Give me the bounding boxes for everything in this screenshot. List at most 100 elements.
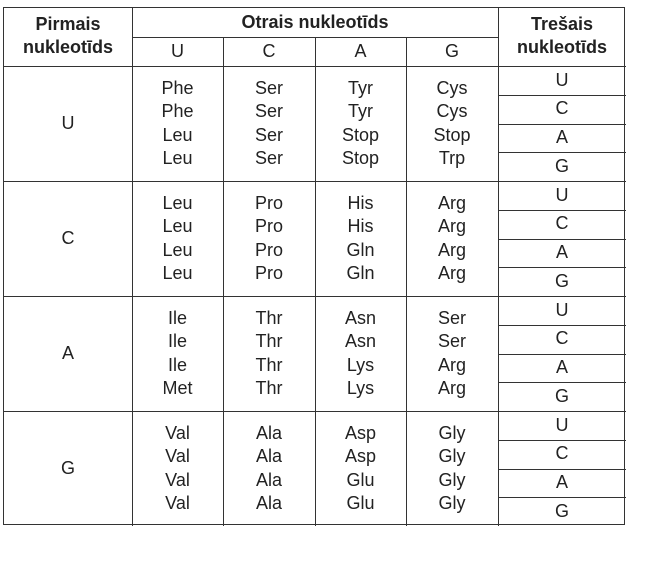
amino-acid: Asp — [344, 422, 377, 443]
amino-acid-cell: Asp Asp Glu Glu — [315, 411, 406, 526]
amino-acid: Arg — [437, 378, 466, 398]
third-base-cell: A — [555, 472, 568, 493]
amino-acid: Arg — [437, 239, 466, 260]
divider — [406, 37, 407, 526]
divider — [498, 209, 626, 211]
amino-acid: Gly — [438, 493, 466, 513]
third-base-cell: G — [554, 270, 569, 291]
amino-acid-cell: Thr Thr Thr Thr — [223, 296, 315, 411]
third-base-cell: C — [555, 328, 569, 349]
amino-acid: Phe — [161, 77, 194, 98]
third-base-cell: G — [554, 385, 569, 406]
third-base-cell: U — [555, 299, 569, 320]
amino-acid: Tyr — [348, 77, 373, 98]
third-base-cell: A — [555, 127, 568, 148]
third-base-cell: G — [554, 500, 569, 521]
amino-acid-cell: Ala Ala Ala Ala — [223, 411, 315, 526]
amino-acid: Thr — [255, 331, 283, 351]
header-line: Trešais — [530, 14, 594, 34]
amino-acid: Thr — [255, 354, 283, 375]
third-base-cell: C — [555, 98, 569, 119]
amino-acid: Thr — [255, 307, 283, 328]
amino-acid: Val — [165, 446, 190, 466]
amino-acid: Lys — [346, 354, 375, 375]
divider — [498, 497, 626, 499]
divider — [315, 37, 316, 526]
amino-acid-cell: Ile Ile Ile Met — [132, 296, 223, 411]
amino-acid: His — [347, 216, 374, 236]
amino-acid-cell: Asn Asn Lys Lys — [315, 296, 406, 411]
amino-acid-cell: Ser Ser Ser Ser — [223, 66, 315, 181]
amino-acid: Leu — [162, 263, 193, 283]
header-line: nukleotīds — [22, 37, 113, 57]
amino-acid: Lys — [346, 378, 375, 398]
amino-acid: Trp — [438, 148, 466, 168]
amino-acid: Thr — [255, 378, 283, 398]
amino-acid: Gln — [346, 239, 375, 260]
amino-acid: Arg — [437, 192, 466, 213]
amino-acid-cell: Leu Leu Leu Leu — [132, 181, 223, 296]
amino-acid: Pro — [254, 263, 283, 283]
divider — [498, 123, 626, 125]
amino-acid: Gly — [438, 422, 466, 443]
divider — [498, 439, 626, 441]
amino-acid: Leu — [162, 216, 193, 236]
divider — [132, 8, 133, 526]
amino-acid-cell: Arg Arg Arg Arg — [406, 181, 498, 296]
genetic-code-table: Pirmais nukleotīds Otrais nukleotīds Tre… — [3, 7, 626, 526]
third-base-cell: U — [555, 184, 569, 205]
amino-acid: Ser — [437, 331, 466, 351]
divider — [498, 353, 626, 355]
amino-acid: Leu — [162, 192, 193, 213]
first-base-cell: C — [61, 227, 75, 248]
third-base-cell: U — [555, 69, 569, 90]
divider — [498, 152, 626, 154]
amino-acid-cell: Pro Pro Pro Pro — [223, 181, 315, 296]
amino-acid: Pro — [254, 239, 283, 260]
divider — [498, 94, 626, 96]
amino-acid: Gly — [438, 446, 466, 466]
second-base-header: A — [354, 40, 367, 61]
third-base-cell: C — [555, 443, 569, 464]
amino-acid: Gln — [346, 263, 375, 283]
header-second-nucleotide: Otrais nukleotīds — [241, 12, 389, 32]
amino-acid: Ser — [254, 77, 283, 98]
amino-acid-cell: Phe Phe Leu Leu — [132, 66, 223, 181]
amino-acid: Asn — [344, 307, 377, 328]
divider — [498, 468, 626, 470]
amino-acid: Stop — [341, 124, 380, 145]
first-base-cell: A — [61, 342, 74, 363]
amino-acid: Leu — [162, 124, 193, 145]
amino-acid: Cys — [436, 77, 468, 98]
amino-acid: His — [347, 192, 374, 213]
amino-acid: Ile — [167, 354, 187, 375]
amino-acid: Glu — [346, 469, 375, 490]
amino-acid: Arg — [437, 216, 466, 236]
amino-acid-cell: Ser Ser Arg Arg — [406, 296, 498, 411]
amino-acid: Ser — [254, 124, 283, 145]
amino-acid: Val — [165, 422, 190, 443]
amino-acid: Pro — [254, 216, 283, 236]
divider — [498, 238, 626, 240]
header-first-nucleotide: Pirmais nukleotīds — [4, 13, 132, 59]
amino-acid: Leu — [162, 148, 193, 168]
amino-acid: Ser — [254, 101, 283, 121]
divider — [498, 382, 626, 384]
amino-acid: Cys — [436, 101, 468, 121]
divider — [4, 411, 626, 412]
amino-acid: Ala — [255, 422, 282, 443]
amino-acid: Arg — [437, 263, 466, 283]
amino-acid: Ala — [255, 446, 282, 466]
amino-acid-cell: Val Val Val Val — [132, 411, 223, 526]
amino-acid: Val — [165, 469, 190, 490]
divider — [498, 324, 626, 326]
amino-acid: Ser — [437, 307, 466, 328]
amino-acid-cell: Gly Gly Gly Gly — [406, 411, 498, 526]
amino-acid: Met — [162, 378, 193, 398]
header-line: nukleotīds — [516, 37, 607, 57]
first-base-cell: U — [61, 112, 75, 133]
second-base-header: C — [262, 40, 276, 61]
first-base-cell: G — [60, 457, 75, 478]
amino-acid: Stop — [433, 124, 471, 145]
amino-acid: Ala — [255, 469, 282, 490]
